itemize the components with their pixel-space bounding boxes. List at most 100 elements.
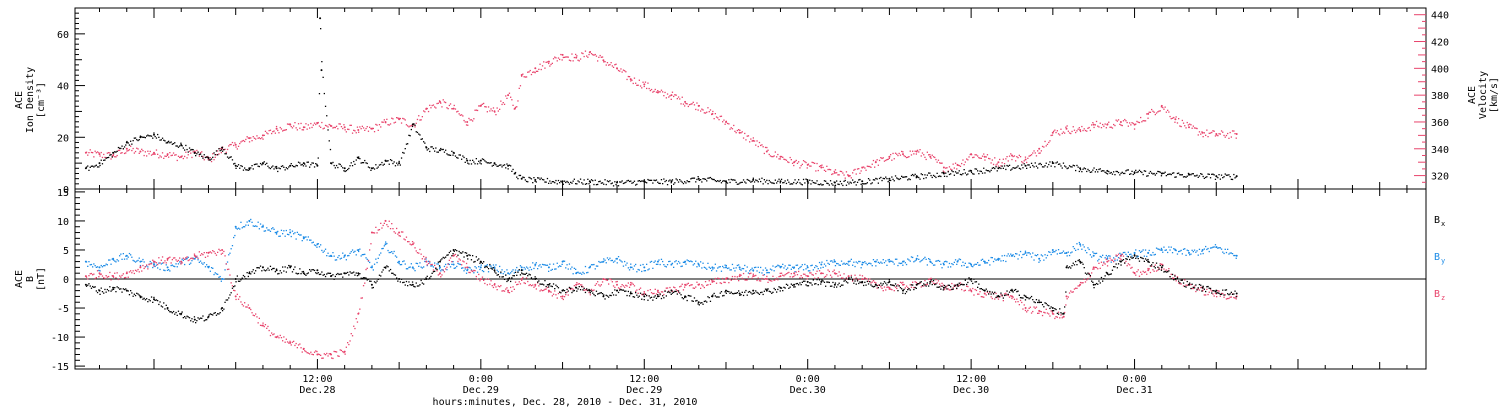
bz-series-point: [801, 277, 803, 279]
by-series-point: [483, 270, 485, 273]
by-series-point: [828, 263, 830, 265]
bz-series-point: [245, 306, 247, 308]
velocity-series-point: [159, 155, 161, 157]
velocity-series-point: [391, 117, 393, 119]
by-series-point: [1202, 252, 1204, 255]
velocity-series-point: [210, 160, 213, 163]
by-series-point: [288, 234, 290, 236]
velocity-series-point: [1001, 162, 1003, 164]
velocity-series-point: [681, 96, 683, 98]
by-series-point: [559, 265, 561, 267]
bz-series-point: [327, 355, 329, 357]
density-series-point: [631, 182, 633, 184]
density-series-point: [810, 183, 812, 185]
density-series-point: [180, 144, 183, 146]
bx-series-point: [229, 294, 231, 296]
by-series-point: [136, 260, 138, 262]
density-series-point: [695, 181, 697, 183]
bz-series-point: [288, 342, 290, 344]
bx-series-point: [524, 273, 526, 275]
by-series-point: [122, 253, 124, 255]
by-series-point: [106, 264, 108, 266]
density-series-point: [930, 174, 932, 177]
velocity-series-point: [117, 149, 120, 152]
by-series-point: [1110, 261, 1112, 263]
bx-series-point: [703, 300, 705, 303]
bx-series-point: [545, 285, 547, 288]
by-series-point: [669, 260, 671, 262]
bz-series-point: [154, 261, 156, 263]
by-series-point: [250, 218, 252, 221]
velocity-series-point: [773, 155, 775, 157]
bx-series-point: [494, 271, 496, 273]
bx-series-point: [239, 280, 241, 282]
bx-series-point: [472, 255, 474, 257]
by-series-point: [864, 261, 866, 263]
density-series-point: [1132, 173, 1134, 176]
by-series-point: [1027, 252, 1029, 254]
velocity-series-point: [861, 166, 864, 169]
density-series-point: [473, 161, 475, 163]
density-series-point: [1195, 175, 1197, 177]
by-series-point: [619, 259, 621, 261]
bz-series-point: [978, 293, 980, 295]
velocity-series-point: [134, 150, 137, 153]
bz-series-point: [638, 288, 640, 291]
velocity-series-point: [561, 59, 563, 61]
by-series-point: [112, 259, 115, 261]
velocity-series-point: [1021, 161, 1023, 163]
bz-series-point: [616, 280, 618, 283]
density-series-point: [761, 177, 763, 179]
bz-series-point: [1151, 265, 1153, 267]
density-series-point: [1057, 163, 1060, 165]
by-series-point: [376, 261, 378, 264]
by-series-point: [451, 263, 453, 265]
density-series-point: [725, 180, 727, 183]
bz-series-point: [236, 293, 238, 295]
velocity-series-point: [718, 119, 720, 121]
density-series-point: [1113, 171, 1115, 173]
bx-series-point: [516, 274, 518, 276]
bx-series-point: [246, 272, 248, 274]
velocity-series-point: [609, 64, 611, 66]
velocity-series-point: [510, 96, 512, 98]
bz-series-point: [247, 304, 249, 306]
by-series-point: [121, 258, 123, 260]
velocity-series-point: [1215, 133, 1218, 135]
velocity-series-point: [106, 152, 108, 154]
bz-series-point: [1016, 298, 1018, 300]
by-series-point: [970, 263, 973, 266]
bz-series-point: [723, 281, 725, 283]
bx-series-point: [681, 297, 683, 299]
density-series-point: [945, 172, 947, 174]
density-series-point: [1222, 177, 1224, 179]
velocity-series-point: [1068, 132, 1071, 134]
velocity-series-point: [854, 168, 856, 171]
density-series-point: [869, 179, 871, 181]
density-series-point: [1012, 167, 1014, 169]
bz-series-point: [605, 279, 607, 281]
density-series-point: [121, 145, 123, 147]
bz-series-point: [400, 231, 403, 233]
bz-series-point: [983, 296, 985, 298]
by-series-point: [948, 262, 951, 265]
bx-series: [84, 249, 1238, 324]
density-series-point: [295, 164, 297, 167]
velocity-series-point: [756, 140, 758, 142]
bz-series-point: [426, 264, 428, 266]
by-series-point: [1116, 259, 1118, 261]
density-series-point: [100, 159, 102, 161]
bz-series-point: [979, 291, 981, 293]
bz-series-point: [511, 290, 513, 292]
bz-series-point: [575, 283, 578, 286]
bx-series-point: [831, 285, 833, 287]
bz-series-point: [262, 322, 264, 324]
density-series-point: [1038, 163, 1040, 165]
by-series-point: [1235, 254, 1238, 257]
bx-series-point: [430, 275, 432, 278]
bx-series-point: [897, 290, 899, 292]
bx-series-point: [273, 267, 275, 270]
bz-series-point: [714, 277, 716, 280]
bx-series-point: [823, 281, 826, 283]
